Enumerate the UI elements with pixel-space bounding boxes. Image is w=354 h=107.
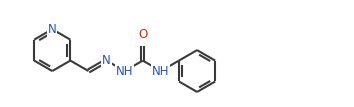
- Text: NH: NH: [152, 65, 170, 78]
- Text: N: N: [102, 54, 111, 67]
- Text: O: O: [138, 28, 147, 42]
- Text: NH: NH: [116, 65, 133, 78]
- Text: N: N: [48, 23, 57, 36]
